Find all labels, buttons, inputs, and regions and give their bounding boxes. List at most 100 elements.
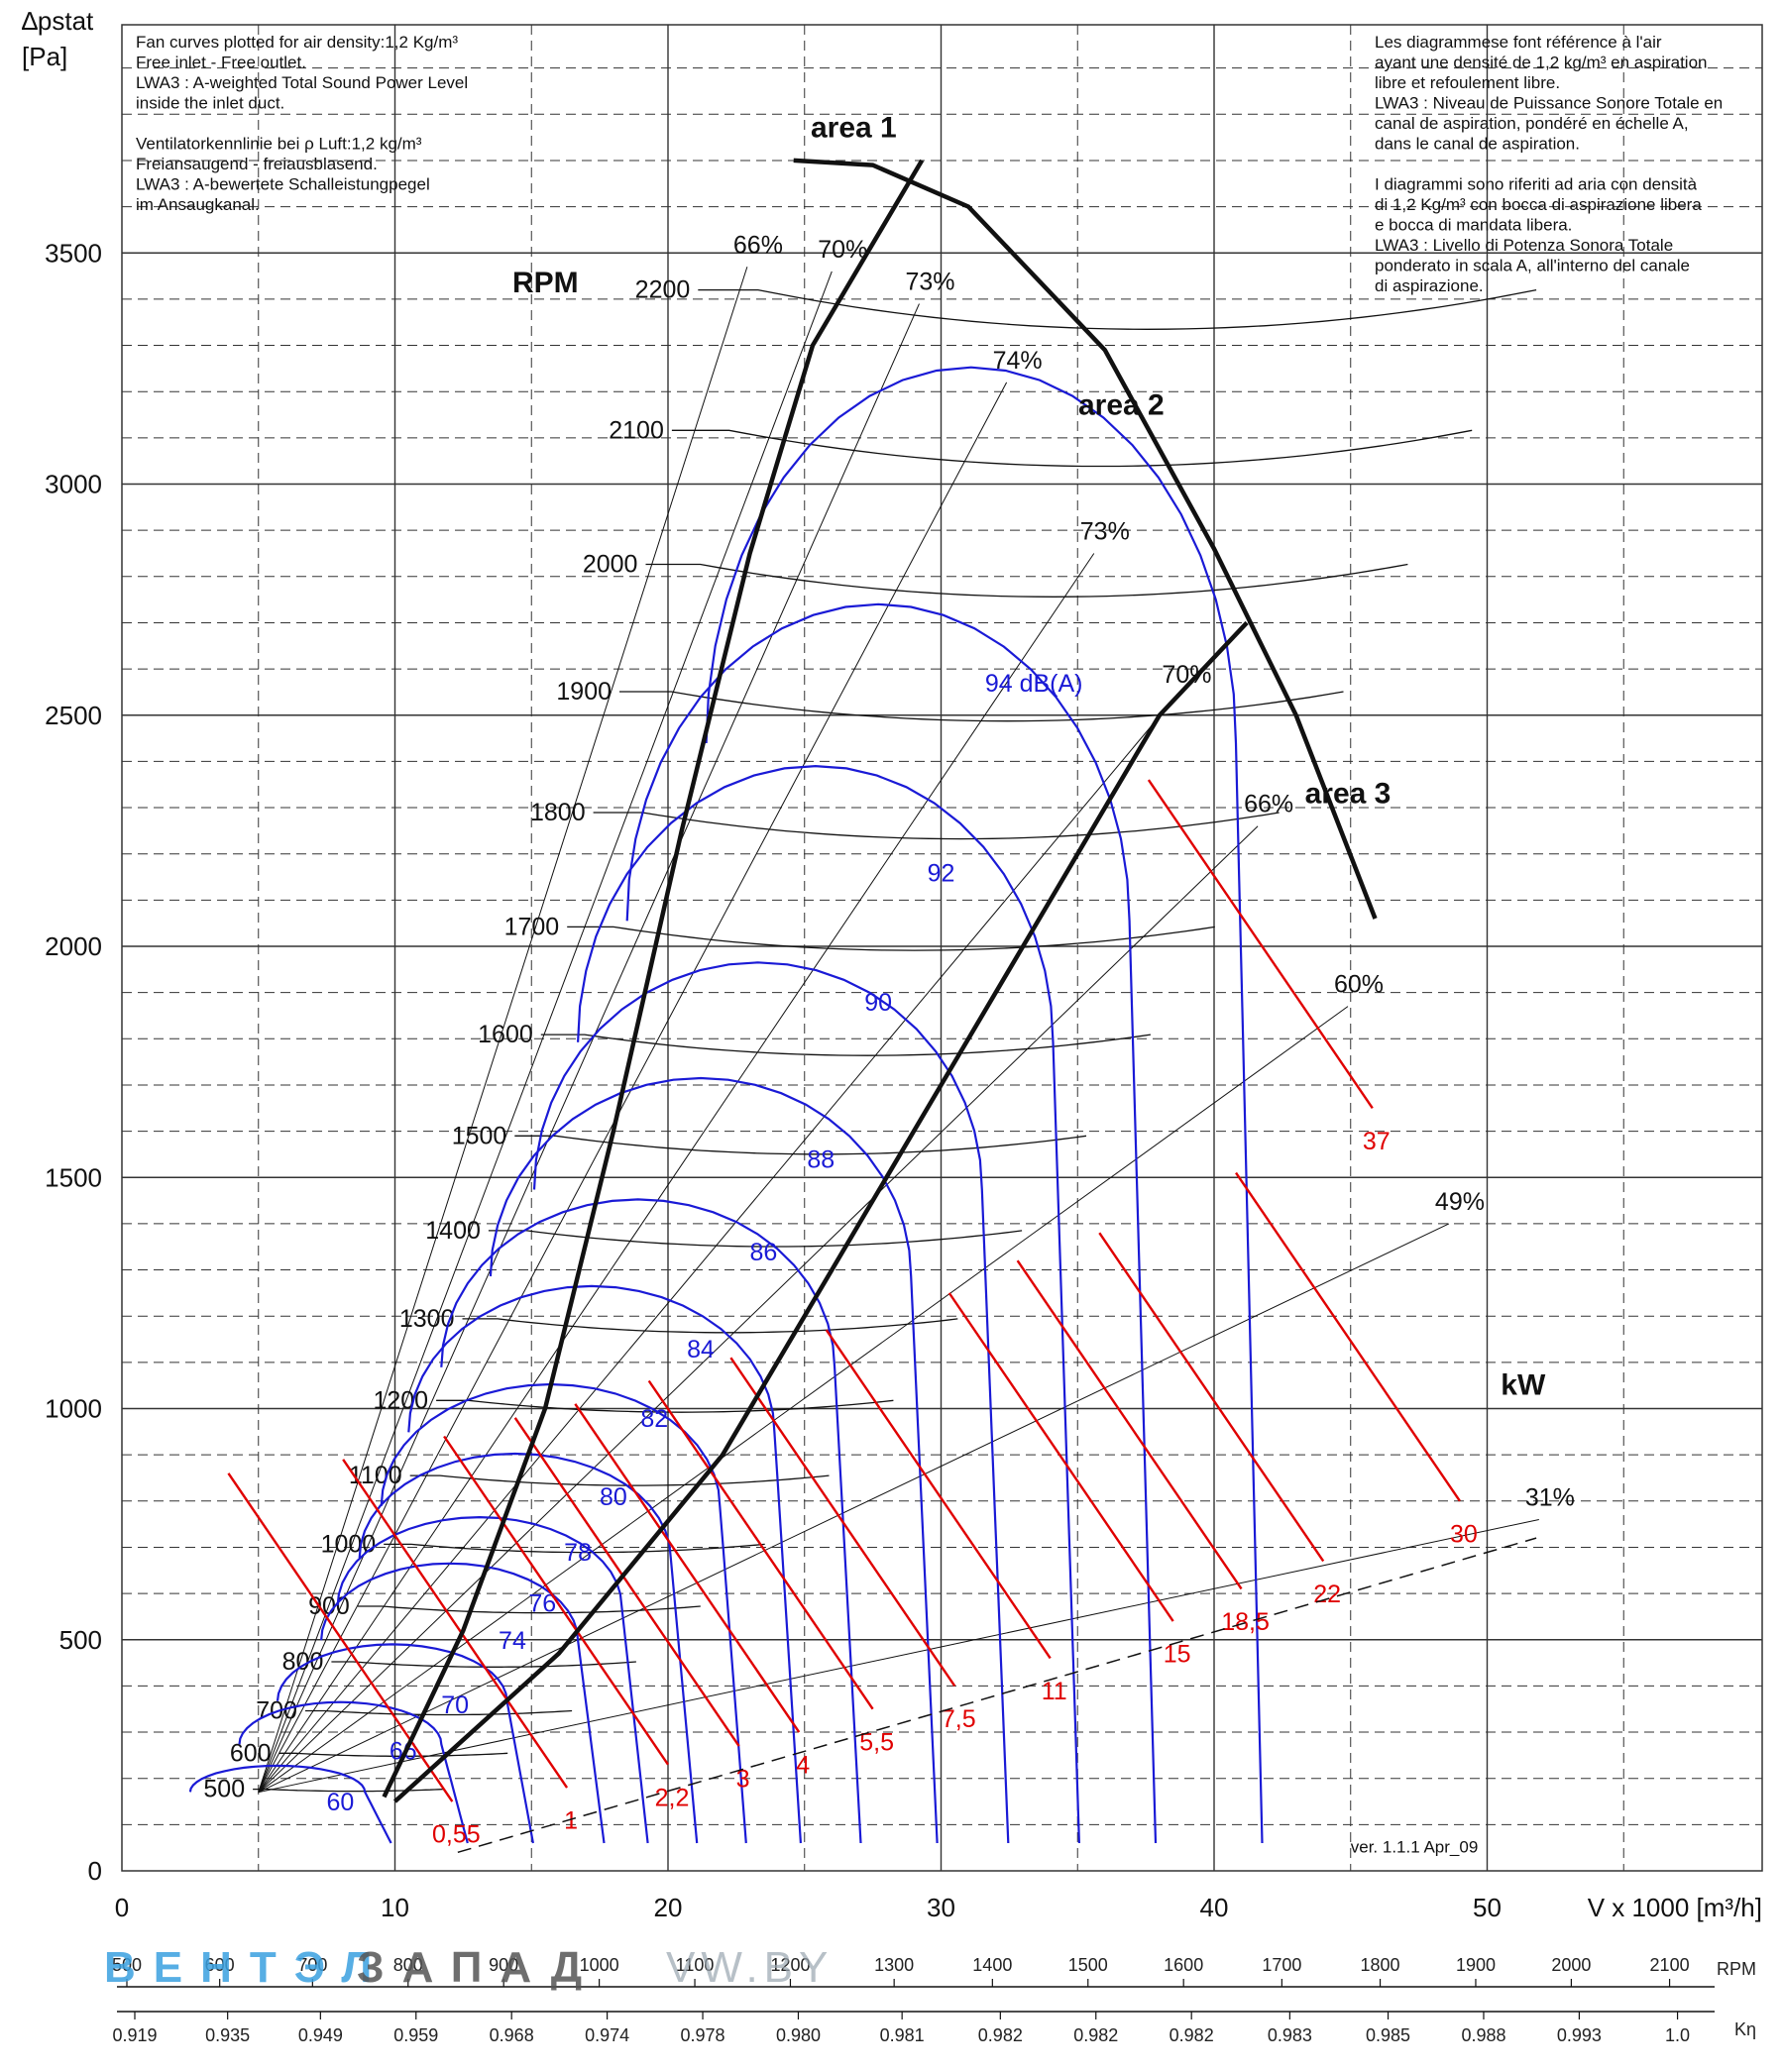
area-boundary-top (793, 158, 1378, 920)
efficiency-ray (258, 267, 748, 1793)
sound-curve (188, 1764, 392, 1844)
power-line (647, 1379, 874, 1710)
sound-curve (380, 1382, 747, 1844)
note-right-line: dans le canal de aspiration. (1375, 135, 1580, 154)
k-scale-label: 0.959 (393, 2025, 438, 2045)
plot-frame (121, 24, 1763, 1872)
sound-label: 86 (750, 1239, 778, 1266)
area-boundaries (382, 158, 1378, 1803)
y-tick-label: 3500 (45, 238, 102, 268)
note-left-line: inside the inlet duct. (136, 94, 284, 113)
efficiency-ray (258, 303, 920, 1793)
power-line (729, 1357, 956, 1688)
sound-label: 80 (600, 1483, 627, 1511)
rpm-curve (514, 1135, 1087, 1155)
efficiency-label: 73% (905, 269, 954, 296)
rpm-curve (305, 1709, 573, 1716)
note-right-line: ayant une densité de 1,2 kg/m³ en aspira… (1375, 54, 1708, 72)
sound-curve (705, 366, 1264, 1844)
x-tick-label: 40 (1200, 1893, 1229, 1922)
rpm-curve-label: 1200 (373, 1386, 428, 1414)
power-label: 37 (1363, 1128, 1391, 1155)
rpm-curve (671, 429, 1473, 468)
k-scale-label: 0.974 (585, 2025, 629, 2045)
rpm-scale-label: 1600 (1164, 1955, 1203, 1975)
rpm-curve-label: 1700 (504, 913, 560, 940)
rpm-curve (619, 691, 1344, 722)
efficiency-ray (258, 553, 1095, 1793)
rpm-scale-label: 900 (489, 1955, 518, 1975)
efficiency-label: 73% (1080, 517, 1130, 545)
power-label: 30 (1450, 1520, 1478, 1548)
note-right-line: di aspirazione. (1375, 276, 1484, 295)
note-right-line: LWA3 : Niveau de Puissance Sonore Totale… (1375, 94, 1723, 113)
sound-label: 82 (640, 1405, 668, 1433)
sound-label: 70 (441, 1691, 469, 1719)
sound-curve (532, 961, 1010, 1844)
efficiency-ray (258, 382, 1008, 1793)
rpm-curve-label: 1100 (349, 1462, 402, 1489)
rpm-curve (278, 1752, 508, 1757)
k-scale-label: 0.982 (1169, 2025, 1214, 2045)
note-right-line: ponderato in scala A, all'interno del ca… (1375, 257, 1690, 275)
rpm-curve (593, 812, 1280, 840)
sound-curve (320, 1562, 606, 1844)
rpm-scale-label: 2100 (1650, 1955, 1690, 1975)
rpm-scale-label: 1000 (580, 1955, 619, 1975)
sound-label: 94 dB(A) (985, 670, 1083, 698)
rpm-scale-label: 600 (205, 1955, 235, 1975)
rpm-curve (645, 563, 1408, 598)
watermark-left: ВЕНТЭЛ (104, 1943, 390, 1992)
power-label: 1 (564, 1807, 578, 1835)
rpm-scale-label: 1300 (874, 1955, 914, 1975)
rpm-curve-label: 2200 (635, 276, 691, 304)
x-tick-label: 20 (654, 1893, 683, 1922)
k-scale-label: 0.935 (205, 2025, 250, 2045)
note-left-line: im Ansaugkanal. (136, 195, 260, 214)
rpm-curve-label: 2000 (583, 550, 638, 578)
k-scale-label: 0.981 (880, 2025, 925, 2045)
note-left-line: Free inlet - Free outlet. (136, 54, 306, 72)
sound-label: 90 (864, 989, 892, 1017)
rpm-curves (253, 288, 1537, 1793)
power-label: 11 (1042, 1678, 1067, 1705)
rpm-scale-label: 700 (297, 1955, 327, 1975)
x-tick-label: 30 (927, 1893, 955, 1922)
rpm-curve-label: 1900 (556, 678, 612, 706)
note-right-line: canal de aspiration, pondéré en échelle … (1375, 114, 1689, 133)
k-scale-label: 0.982 (978, 2025, 1023, 2045)
k-scale-label: 0.949 (298, 2025, 343, 2045)
efficiency-ray (258, 696, 1176, 1794)
rpm-scale-label: 500 (112, 1955, 142, 1975)
k-scale-label: 0.968 (490, 2025, 534, 2045)
rpm-scale-label: 1200 (770, 1955, 810, 1975)
note-left-line: Freiansaugend - freiausblasend. (136, 155, 378, 173)
note-right-line: libre et refoulement libre. (1375, 73, 1560, 92)
rpm-scale-label: 2000 (1551, 1955, 1591, 1975)
sound-label: 88 (807, 1146, 835, 1174)
rpm-scale-label: 1500 (1068, 1955, 1108, 1975)
rpm-curve-label: 1300 (399, 1305, 455, 1333)
efficiency-ray (258, 1006, 1349, 1794)
sound-curve (358, 1452, 699, 1844)
note-right-line: I diagrammi sono riferiti ad aria con de… (1375, 175, 1698, 194)
x-tick-label: 50 (1473, 1893, 1502, 1922)
rpm-scale-label: 1700 (1262, 1955, 1301, 1975)
y-tick-label: 3000 (45, 470, 102, 499)
power-line (443, 1435, 669, 1766)
area-label: area 1 (811, 112, 897, 145)
rpm-curve-label: 1600 (478, 1021, 533, 1048)
grid (122, 25, 1762, 1871)
rpm-scale-label: 1800 (1361, 1955, 1400, 1975)
rpm-curve-label: 1800 (530, 799, 586, 826)
note-left-line: LWA3 : A-weighted Total Sound Power Leve… (136, 73, 468, 92)
sound-curve (238, 1700, 469, 1844)
power-label: 4 (796, 1752, 810, 1780)
rpm-curve (436, 1399, 894, 1413)
efficiency-label: 49% (1435, 1188, 1485, 1216)
rpm-scale-label: 1100 (676, 1955, 715, 1975)
power-line (342, 1459, 569, 1789)
y-tick-label: 1500 (45, 1162, 102, 1192)
version-label: ver. 1.1.1 Apr_09 (1351, 1837, 1479, 1856)
